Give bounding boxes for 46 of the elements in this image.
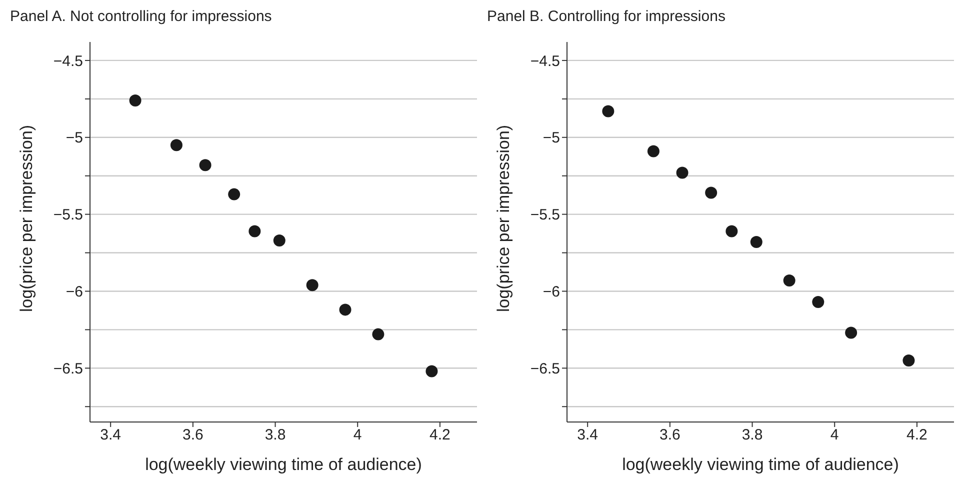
chart-title: Panel A. Not controlling for impressions: [9, 8, 273, 27]
y-tick-label: −6: [66, 284, 83, 301]
point: [199, 159, 212, 172]
point: [273, 234, 286, 246]
y-tick-label: −6: [542, 284, 560, 301]
point: [426, 365, 438, 378]
x-tick-label: 4: [830, 426, 839, 444]
point: [647, 145, 660, 158]
point: [306, 279, 318, 292]
x-tick-label: 3.6: [659, 426, 680, 444]
y-axis-title: log(price per impression): [494, 124, 514, 312]
y-tick-label: −5: [66, 130, 83, 147]
x-tick-label: 3.4: [577, 426, 598, 444]
x-tick-label: 4: [353, 426, 362, 444]
y-tick-label: −4.5: [530, 52, 560, 70]
y-tick-label: −5.5: [530, 206, 560, 224]
point: [845, 326, 858, 339]
x-tick-label: 3.8: [742, 426, 763, 444]
point: [602, 105, 614, 118]
x-tick-label: 3.4: [100, 426, 122, 444]
point: [902, 354, 915, 366]
x-tick-label: 4.2: [906, 426, 928, 444]
x-axis-title: log(weekly viewing time of audience): [145, 455, 422, 474]
point: [228, 188, 240, 200]
y-axis-title: log(price per impression): [17, 124, 36, 312]
point: [372, 328, 384, 340]
y-tick-label: −5: [542, 130, 560, 147]
x-axis-title: log(weekly viewing time of audience): [622, 455, 899, 474]
point: [812, 296, 824, 308]
y-tick-label: −6.5: [530, 360, 560, 378]
point: [705, 186, 718, 199]
x-tick-label: 3.8: [264, 426, 286, 444]
x-tick-label: 4.2: [430, 426, 450, 444]
point: [170, 139, 182, 152]
y-tick-label: −6.5: [53, 360, 83, 378]
chart-title: Panel B. Controlling for impressions: [486, 8, 726, 27]
point: [339, 304, 352, 316]
point: [676, 166, 688, 179]
y-tick-label: −5.5: [53, 206, 83, 224]
y-tick-label: −4.5: [53, 52, 83, 70]
point: [783, 274, 796, 286]
point: [750, 236, 762, 248]
point: [726, 225, 738, 238]
point: [129, 94, 142, 106]
point: [248, 225, 261, 238]
x-tick-label: 3.6: [182, 426, 204, 444]
